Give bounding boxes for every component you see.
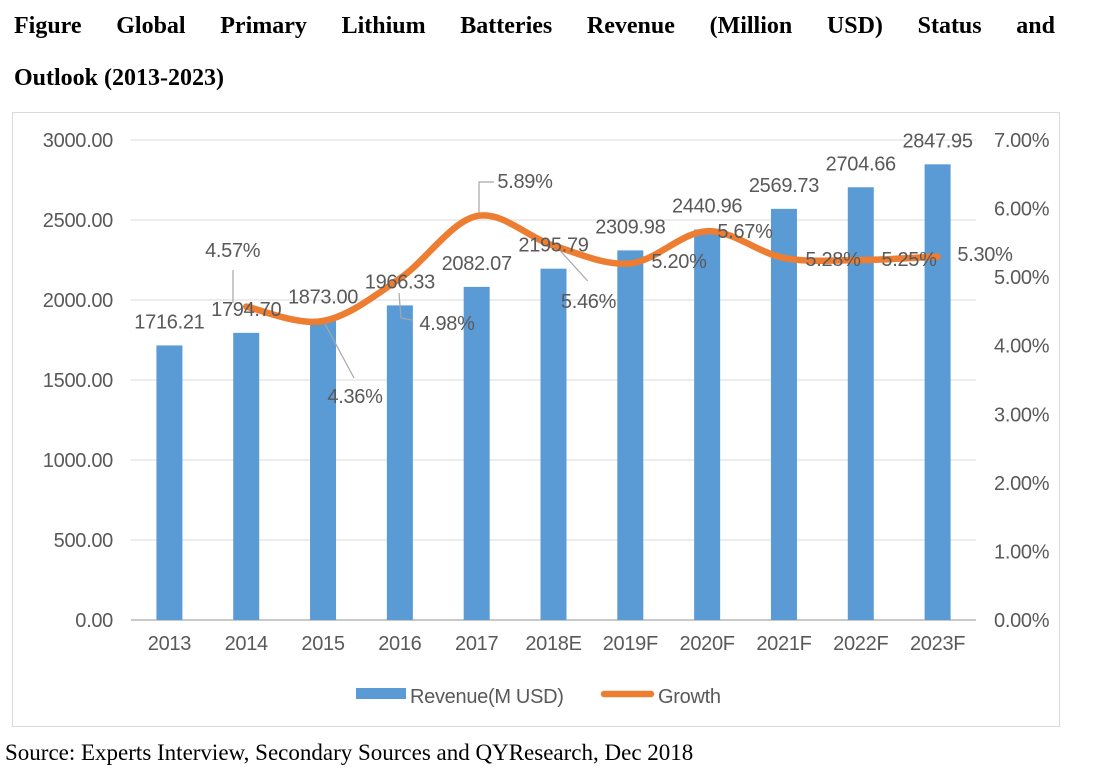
bar-2017	[463, 286, 490, 620]
bar-2019F	[617, 250, 644, 620]
bar-2021F	[770, 208, 797, 620]
figure-title-line1: Figure Global Primary Lithium Batteries …	[14, 13, 1055, 39]
revenue-label-2023F: 2847.95	[902, 130, 972, 152]
left-axis-tick: 2000.00	[43, 290, 113, 312]
revenue-label-2021F: 2569.73	[749, 175, 819, 197]
growth-label-2015: 4.36%	[327, 386, 383, 408]
growth-label-2020F: 5.67%	[717, 221, 773, 243]
x-axis-label-2018E: 2018E	[525, 633, 581, 655]
bar-2020F	[694, 229, 721, 620]
x-axis-label-2020F: 2020F	[680, 633, 735, 655]
legend-growth-label: Growth	[658, 686, 721, 708]
right-axis-tick: 2.00%	[994, 473, 1050, 495]
source-note: Source: Experts Interview, Secondary Sou…	[5, 740, 694, 765]
bar-2015	[310, 320, 337, 620]
growth-line	[242, 212, 941, 326]
revenue-label-2015: 1873.00	[288, 286, 358, 308]
x-axis-label-2021F: 2021F	[756, 633, 811, 655]
bar-2016	[386, 305, 413, 620]
bar-2018E	[540, 268, 567, 620]
growth-label-2017: 5.89%	[497, 171, 553, 193]
figure-title: Figure Global Primary Lithium Batteries …	[14, 0, 1055, 104]
growth-label-2014: 4.57%	[205, 240, 261, 262]
right-axis-tick: 5.00%	[994, 267, 1050, 289]
revenue-label-2019F: 2309.98	[595, 216, 665, 238]
left-axis-tick: 2500.00	[43, 210, 113, 232]
right-axis-tick: 3.00%	[994, 404, 1050, 426]
chart-frame: 0.00 500.00 1000.00 1500.00 2000.00 2500.00 30…	[12, 112, 1060, 727]
x-axis-label-2019F: 2019F	[603, 633, 658, 655]
growth-label-leader	[323, 321, 355, 379]
revenue-label-2013: 1716.21	[134, 311, 204, 333]
left-axis-tick: 0.00	[75, 610, 113, 632]
growth-label-2021F: 5.28%	[805, 249, 861, 271]
left-axis-tick: 500.00	[54, 530, 114, 552]
combo-chart: 0.00 500.00 1000.00 1500.00 2000.00 2500.00 30…	[43, 130, 1050, 708]
x-axis-label-2022F: 2022F	[833, 633, 888, 655]
x-axis-label-2013: 2013	[148, 633, 191, 655]
x-axis-label-2015: 2015	[301, 633, 344, 655]
growth-label-2016: 4.98%	[419, 313, 475, 335]
right-axis-tick: 1.00%	[994, 541, 1050, 563]
left-axis-tick: 1500.00	[43, 370, 113, 392]
x-axis-label-2014: 2014	[225, 633, 268, 655]
growth-label-2019F: 5.20%	[651, 251, 707, 273]
revenue-label-2016: 1966.33	[365, 271, 435, 293]
growth-label-leader	[557, 247, 589, 282]
bar-2013	[156, 345, 183, 620]
left-axis-tick: 1000.00	[43, 450, 113, 472]
revenue-label-2017: 2082.07	[442, 253, 512, 275]
figure-title-line2: Outlook (2013-2023)	[14, 65, 224, 91]
growth-label-2023F: 5.30%	[957, 244, 1013, 266]
growth-label-leader	[398, 292, 413, 321]
left-axis-tick: 3000.00	[43, 130, 113, 152]
right-axis-tick: 4.00%	[994, 336, 1050, 358]
revenue-label-2020F: 2440.96	[672, 195, 742, 217]
bar-2014	[233, 332, 260, 620]
right-axis-tick: 7.00%	[994, 130, 1050, 152]
x-axis-label-2023F: 2023F	[910, 633, 965, 655]
revenue-label-2014: 1794.70	[211, 299, 281, 321]
right-axis-tick: 6.00%	[994, 199, 1050, 221]
growth-label-2022F: 5.25%	[881, 249, 937, 271]
revenue-label-2018E: 2195.79	[518, 235, 588, 257]
growth-label-2018E: 5.46%	[561, 291, 617, 313]
x-axis-label-2017: 2017	[455, 633, 498, 655]
x-axis-label-2016: 2016	[378, 633, 421, 655]
growth-label-leader	[478, 181, 494, 214]
bar-2023F	[924, 164, 951, 620]
revenue-label-2022F: 2704.66	[826, 153, 896, 175]
legend-revenue-swatch	[356, 688, 406, 699]
legend-revenue-label: Revenue(M USD)	[410, 686, 564, 708]
right-axis-tick: 0.00%	[994, 610, 1050, 632]
